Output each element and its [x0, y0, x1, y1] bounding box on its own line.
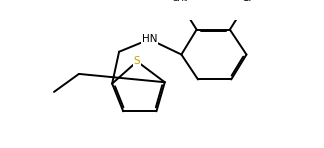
Text: CH₃: CH₃: [172, 0, 188, 3]
Text: HN: HN: [142, 34, 157, 44]
Text: Cl: Cl: [241, 0, 252, 3]
Text: S: S: [134, 56, 140, 66]
